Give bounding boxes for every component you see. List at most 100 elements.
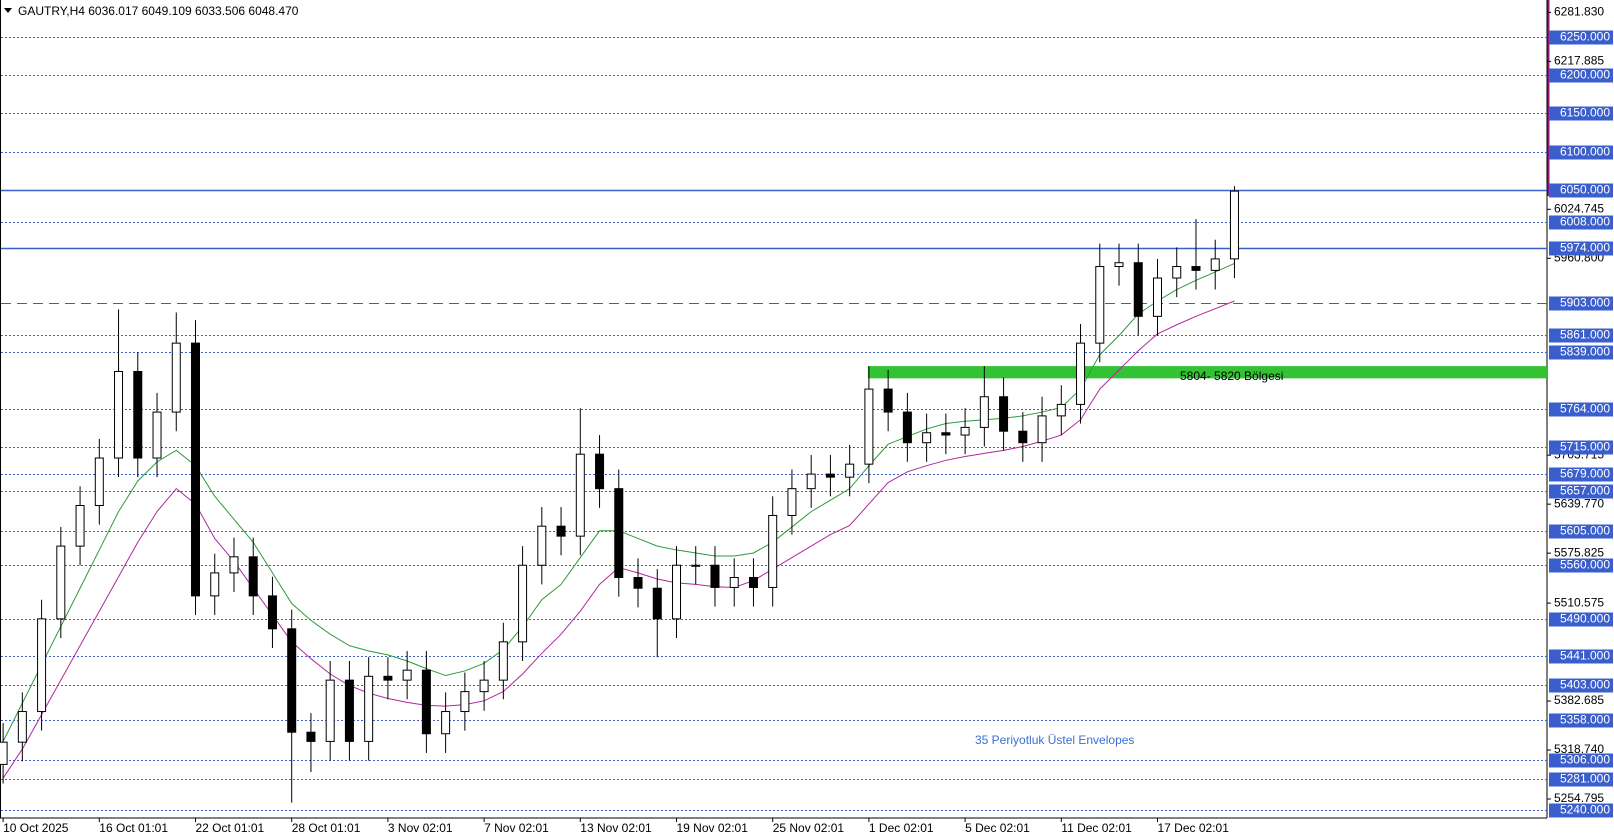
candle-body — [1037, 415, 1047, 444]
candle-body — [114, 370, 124, 459]
candle-body — [479, 679, 489, 693]
candle-body — [710, 564, 720, 588]
candle-body — [75, 505, 85, 547]
candle-body — [1056, 403, 1066, 417]
candle-body — [498, 641, 508, 681]
candle-body — [1018, 430, 1028, 444]
candle-body — [1210, 258, 1220, 271]
candle-body — [575, 453, 585, 537]
level-label-box — [1549, 467, 1613, 482]
level-label-box — [1549, 524, 1613, 539]
x-tick-label: 19 Nov 02:01 — [677, 821, 749, 835]
candle-body — [210, 572, 220, 597]
candle-body — [325, 679, 335, 742]
level-label-box — [1549, 296, 1613, 311]
candle-body — [1133, 262, 1143, 317]
x-tick-label: 28 Oct 01:01 — [292, 821, 361, 835]
candle-body — [56, 545, 66, 620]
candle-body — [672, 564, 681, 620]
x-tick-label: 11 Dec 02:01 — [1061, 821, 1132, 835]
level-label: 5657.000 — [1560, 484, 1610, 498]
level-label: 5974.000 — [1560, 241, 1610, 255]
candle-body — [941, 432, 951, 436]
candle-body — [133, 370, 143, 459]
candle-body — [729, 577, 739, 588]
level-label: 5605.000 — [1560, 524, 1610, 538]
level-label: 5903.000 — [1560, 296, 1610, 310]
level-label-box — [1549, 612, 1613, 627]
candle-body — [845, 463, 855, 478]
candle-body — [652, 587, 662, 620]
candle-body — [883, 388, 893, 413]
menu-triangle[interactable] — [4, 8, 12, 13]
level-label-box — [1549, 772, 1613, 787]
level-label-box — [1549, 68, 1613, 83]
candle-body — [0, 741, 8, 765]
zone — [867, 366, 1547, 379]
level-label-box — [1549, 484, 1613, 499]
level-label-box — [1549, 145, 1613, 160]
level-label: 6008.000 — [1560, 215, 1610, 229]
chart-title: GAUTRY,H4 6036.017 6049.109 6033.506 604… — [18, 4, 299, 18]
candle-body — [537, 525, 547, 566]
candle-body — [1095, 266, 1105, 344]
zone-label: 5804- 5820 Bölgesi — [1180, 369, 1283, 383]
candle-body — [17, 711, 27, 743]
level-label-box — [1549, 803, 1613, 818]
candle-body — [595, 453, 605, 490]
candle-body — [171, 342, 181, 413]
candle-body — [229, 556, 239, 574]
candle-body — [979, 396, 989, 428]
x-tick-label: 22 Oct 01:01 — [196, 821, 265, 835]
x-tick-label: 10 Oct 2025 — [3, 821, 69, 835]
y-tick-label: 6281.830 — [1554, 5, 1604, 19]
candle-body — [460, 691, 470, 713]
candle-body — [1191, 266, 1201, 271]
y-tick-label: 5254.795 — [1554, 791, 1604, 805]
level-label-box — [1549, 241, 1613, 256]
candle-body — [922, 432, 932, 444]
level-label: 5490.000 — [1560, 612, 1610, 626]
candle-body — [1076, 342, 1086, 405]
candle-body — [152, 411, 162, 459]
x-tick-label: 25 Nov 02:01 — [773, 821, 845, 835]
level-label: 5358.000 — [1560, 713, 1610, 727]
level-label: 6100.000 — [1560, 145, 1610, 159]
level-label: 5764.000 — [1560, 402, 1610, 416]
level-label: 5306.000 — [1560, 753, 1610, 767]
annotation: 35 Periyotluk Üstel Envelopes — [975, 733, 1134, 747]
level-label: 5715.000 — [1560, 440, 1610, 454]
y-tick-label: 5575.825 — [1554, 545, 1604, 559]
x-tick-label: 13 Nov 02:01 — [580, 821, 652, 835]
x-tick-label: 3 Nov 02:01 — [388, 821, 453, 835]
candle-body — [191, 342, 200, 597]
level-label-box — [1549, 649, 1613, 664]
candle-body — [287, 628, 297, 733]
candle-body — [402, 669, 412, 681]
level-label: 6250.000 — [1560, 30, 1610, 44]
level-label: 5861.000 — [1560, 328, 1610, 342]
level-label-box — [1549, 402, 1613, 417]
level-label: 5560.000 — [1560, 558, 1610, 572]
y-tick-label: 6217.885 — [1554, 54, 1604, 68]
y-tick-label: 5382.685 — [1554, 693, 1604, 707]
level-label-box — [1549, 440, 1613, 455]
x-tick-label: 17 Dec 02:01 — [1158, 821, 1230, 835]
level-label-box — [1549, 183, 1613, 198]
candle-body — [902, 411, 912, 444]
level-label: 5281.000 — [1560, 772, 1610, 786]
candle-body — [633, 577, 643, 589]
y-tick-label: 6024.745 — [1554, 201, 1604, 215]
level-label-box — [1549, 753, 1613, 768]
candle-body — [1153, 277, 1162, 317]
level-label: 5403.000 — [1560, 678, 1610, 692]
y-tick-label: 5639.770 — [1554, 496, 1604, 510]
x-tick-label: 5 Dec 02:01 — [965, 821, 1030, 835]
candle-body — [614, 488, 624, 579]
candle-body — [248, 556, 258, 597]
candle-body — [518, 564, 528, 643]
candle-body — [306, 731, 316, 742]
